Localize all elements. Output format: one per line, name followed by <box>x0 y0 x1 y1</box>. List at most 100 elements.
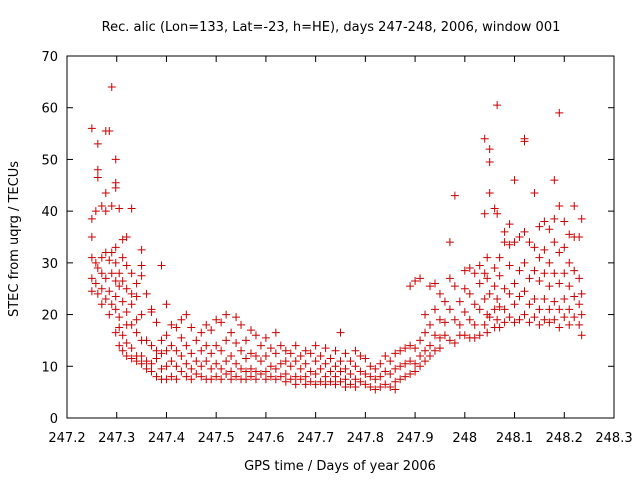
data-point <box>281 357 290 366</box>
data-point <box>485 313 494 322</box>
data-point <box>97 300 106 309</box>
data-point <box>391 377 400 386</box>
data-point <box>132 357 141 366</box>
data-point <box>440 331 449 340</box>
data-point <box>326 354 335 363</box>
y-tick-label: 40 <box>41 205 58 220</box>
data-point <box>540 315 549 324</box>
data-point <box>281 370 290 379</box>
data-point <box>132 328 141 337</box>
data-point <box>107 300 116 309</box>
data-point <box>242 354 251 363</box>
data-point <box>336 377 345 386</box>
data-point <box>167 372 176 381</box>
data-point <box>555 248 564 257</box>
data-point <box>550 214 559 223</box>
data-point <box>162 331 171 340</box>
data-point <box>111 155 120 164</box>
data-point <box>555 201 564 210</box>
data-point <box>311 370 320 379</box>
data-point <box>242 367 251 376</box>
data-point <box>127 289 136 298</box>
data-point <box>351 362 360 371</box>
data-point <box>271 375 280 384</box>
data-point <box>426 351 435 360</box>
data-point <box>351 346 360 355</box>
data-point <box>306 367 315 376</box>
data-point <box>202 320 211 329</box>
data-point <box>493 315 502 324</box>
data-point <box>122 233 131 241</box>
data-point <box>127 300 136 309</box>
data-point <box>162 375 171 384</box>
y-tick-label: 60 <box>41 102 58 117</box>
data-point <box>212 341 221 350</box>
data-point <box>416 362 425 371</box>
data-point <box>122 339 131 348</box>
y-tick-label: 20 <box>41 309 58 324</box>
data-point <box>475 305 484 314</box>
data-point <box>222 310 231 319</box>
data-point <box>440 297 449 306</box>
data-point <box>111 305 120 314</box>
data-point <box>545 225 554 234</box>
data-point <box>202 357 211 366</box>
data-point <box>515 233 524 241</box>
data-point <box>291 357 300 366</box>
data-point <box>101 189 110 198</box>
data-point <box>301 380 310 389</box>
data-point <box>565 258 574 267</box>
data-point <box>316 377 325 386</box>
data-point <box>266 372 275 381</box>
data-point <box>97 284 106 293</box>
data-points <box>87 83 586 394</box>
data-point <box>127 354 136 363</box>
data-point <box>207 349 216 358</box>
data-point <box>540 217 549 226</box>
data-point <box>87 287 96 296</box>
data-point <box>565 305 574 314</box>
data-point <box>535 320 544 329</box>
data-point <box>286 375 295 384</box>
data-point <box>351 375 360 384</box>
data-point <box>401 344 410 353</box>
data-point <box>111 183 120 192</box>
data-point <box>495 323 504 332</box>
y-axis-ticks: 0 10 20 30 40 50 60 70 <box>41 50 614 427</box>
data-point <box>301 346 310 355</box>
data-point <box>575 320 584 329</box>
data-point <box>540 295 549 304</box>
data-point <box>251 351 260 360</box>
data-point <box>93 165 102 174</box>
data-point <box>321 372 330 381</box>
data-point <box>256 341 265 350</box>
data-point <box>515 266 524 275</box>
data-point <box>122 284 131 293</box>
data-point <box>97 269 106 278</box>
data-point <box>480 209 489 218</box>
data-point <box>555 108 564 117</box>
data-point <box>137 261 146 270</box>
data-point <box>577 214 586 223</box>
data-point <box>122 261 131 270</box>
data-point <box>227 367 236 376</box>
data-point <box>105 256 114 265</box>
data-point <box>421 328 430 337</box>
data-point <box>480 134 489 143</box>
data-point <box>127 320 136 329</box>
data-point <box>157 349 166 358</box>
x-tick-label: 247.7 <box>297 431 334 446</box>
data-point <box>495 253 504 262</box>
data-point <box>301 372 310 381</box>
data-point <box>111 292 120 301</box>
data-point <box>505 220 514 229</box>
data-point <box>490 305 499 314</box>
data-point <box>281 346 290 355</box>
data-point <box>401 372 410 381</box>
data-point <box>97 253 106 262</box>
data-point <box>276 372 285 381</box>
data-point <box>525 274 534 283</box>
data-point <box>381 367 390 376</box>
data-point <box>500 227 509 236</box>
x-tick-label: 248.1 <box>496 431 533 446</box>
